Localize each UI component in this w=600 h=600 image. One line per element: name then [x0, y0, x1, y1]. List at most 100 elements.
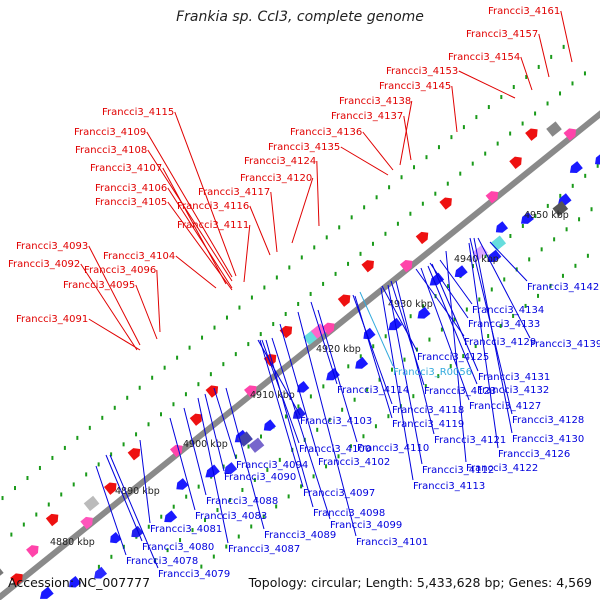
reverse-gene-label[interactable]: Francci3_4122 — [466, 463, 538, 474]
gene-glyph[interactable] — [321, 320, 338, 335]
gene-glyph[interactable] — [104, 480, 120, 495]
forward-gene-label[interactable]: Francci3_4091 — [16, 314, 88, 325]
forward-gene-label[interactable]: Francci3_4161 — [488, 6, 560, 17]
reverse-gene-label[interactable]: Francci3_4119 — [392, 419, 464, 430]
reverse-gene-label[interactable]: Francci3_4099 — [330, 520, 402, 531]
gene-glyph[interactable] — [263, 351, 280, 367]
reverse-gene-label[interactable]: Francci3_4113 — [413, 481, 485, 492]
gene-glyph[interactable] — [174, 478, 189, 493]
forward-gene-label[interactable]: Francci3_4120 — [240, 173, 312, 184]
gene-glyph[interactable] — [546, 121, 562, 137]
gene-glyph[interactable] — [485, 249, 502, 266]
gene-glyph[interactable] — [427, 272, 445, 289]
forward-gene-label[interactable]: Francci3_4105 — [95, 197, 167, 208]
reverse-gene-label[interactable]: Francci3_4123 — [424, 386, 496, 397]
rna-gene-label[interactable]: Francci3_R0056 — [393, 367, 472, 378]
gene-glyph[interactable] — [107, 532, 122, 546]
reverse-gene-label[interactable]: Francci3_4130 — [512, 434, 584, 445]
reverse-gene-label[interactable]: Francci3_4128 — [512, 415, 584, 426]
reverse-gene-label[interactable]: Francci3_4121 — [434, 435, 506, 446]
gene-glyph[interactable] — [361, 327, 376, 343]
forward-gene-label[interactable]: Francci3_4135 — [268, 142, 340, 153]
reverse-gene-label[interactable]: Francci3_4087 — [228, 544, 300, 555]
reverse-gene-label[interactable]: Francci3_4100 — [299, 444, 371, 455]
gene-glyph[interactable] — [294, 381, 310, 396]
gene-glyph[interactable] — [279, 323, 296, 339]
reverse-gene-label[interactable]: Francci3_4079 — [158, 569, 230, 580]
reverse-gene-label[interactable]: Francci3_4080 — [142, 542, 214, 553]
gene-glyph[interactable] — [127, 445, 144, 461]
gene-features[interactable] — [0, 121, 600, 600]
reverse-gene-label[interactable]: Francci3_4134 — [472, 305, 544, 316]
gene-glyph[interactable] — [399, 257, 416, 273]
gene-glyph[interactable] — [45, 511, 62, 527]
reverse-gene-label[interactable]: Francci3_4098 — [313, 508, 385, 519]
forward-gene-label[interactable]: Francci3_4154 — [448, 52, 520, 63]
forward-gene-label[interactable]: Francci3_4108 — [75, 145, 147, 156]
gene-glyph[interactable] — [0, 565, 4, 581]
gene-glyph[interactable] — [485, 188, 502, 204]
reverse-gene-label[interactable]: Francci3_4139 — [530, 339, 600, 350]
reverse-gene-label[interactable]: Francci3_4089 — [264, 530, 336, 541]
forward-gene-label[interactable]: Francci3_4157 — [466, 29, 538, 40]
gene-glyph[interactable] — [189, 411, 206, 426]
forward-gene-label[interactable]: Francci3_4117 — [198, 187, 270, 198]
forward-gene-label[interactable]: Francci3_4137 — [331, 111, 403, 122]
reverse-gene-label[interactable]: Francci3_4110 — [357, 443, 429, 454]
gene-glyph[interactable] — [221, 462, 238, 477]
forward-gene-label[interactable]: Francci3_4093 — [16, 241, 88, 252]
reverse-gene-label[interactable]: Francci3_4081 — [150, 524, 222, 535]
gene-glyph[interactable] — [552, 201, 569, 217]
gene-glyph[interactable] — [415, 229, 432, 245]
gene-glyph[interactable] — [205, 382, 222, 398]
reverse-gene-label[interactable]: Francci3_4103 — [300, 416, 372, 427]
reverse-gene-label[interactable]: Francci3_4125 — [417, 352, 489, 363]
forward-gene-label[interactable]: Francci3_4116 — [177, 201, 249, 212]
gene-glyph[interactable] — [592, 153, 600, 168]
forward-gene-label[interactable]: Francci3_4115 — [102, 107, 174, 118]
forward-gene-label[interactable]: Francci3_4145 — [379, 81, 451, 92]
reverse-gene-label[interactable]: Francci3_4127 — [469, 401, 541, 412]
gene-glyph[interactable] — [337, 292, 354, 307]
forward-gene-label[interactable]: Francci3_4111 — [177, 220, 249, 231]
gene-glyph[interactable] — [361, 257, 377, 273]
forward-gene-label[interactable]: Francci3_4106 — [95, 183, 167, 194]
forward-gene-label[interactable]: Francci3_4096 — [84, 265, 156, 276]
gene-glyph[interactable] — [66, 576, 82, 591]
forward-gene-label[interactable]: Francci3_4136 — [290, 127, 362, 138]
gene-glyph[interactable] — [80, 514, 96, 530]
forward-gene-label[interactable]: Francci3_4104 — [103, 251, 175, 262]
reverse-gene-label[interactable]: Francci3_4114 — [337, 385, 409, 396]
gene-glyph[interactable] — [452, 265, 468, 280]
gene-glyph[interactable] — [244, 382, 260, 398]
gene-glyph[interactable] — [37, 586, 54, 600]
forward-gene-label[interactable]: Francci3_4153 — [386, 66, 458, 77]
gene-glyph[interactable] — [439, 194, 455, 210]
gene-glyph[interactable] — [567, 161, 583, 176]
gene-labels[interactable]: Francci3_4161 Francci3_4157 Francci3_4154 F… — [8, 6, 600, 580]
forward-gene-label[interactable]: Francci3_4124 — [244, 156, 316, 167]
gene-glyph[interactable] — [415, 306, 431, 322]
forward-gene-label[interactable]: Francci3_4138 — [339, 96, 411, 107]
reverse-gene-label[interactable]: Francci3_4102 — [318, 457, 390, 468]
gene-glyph[interactable] — [91, 566, 108, 582]
reverse-gene-label[interactable]: Francci3_4112 — [422, 465, 494, 476]
gene-glyph[interactable] — [128, 525, 144, 541]
reverse-gene-label[interactable]: Francci3_4094 — [236, 460, 308, 471]
gene-glyph[interactable] — [248, 437, 265, 453]
forward-gene-label[interactable]: Francci3_4107 — [90, 163, 162, 174]
forward-gene-label[interactable]: Francci3_4109 — [74, 127, 146, 138]
gene-glyph[interactable] — [83, 495, 100, 512]
reverse-gene-label[interactable]: Francci3_4097 — [303, 488, 375, 499]
forward-gene-label[interactable]: Francci3_4092 — [8, 259, 80, 270]
gene-glyph[interactable] — [352, 356, 369, 372]
reverse-gene-label[interactable]: Francci3_4132 — [477, 385, 549, 396]
gene-glyph[interactable] — [10, 570, 26, 586]
reverse-gene-label[interactable]: Francci3_4088 — [206, 496, 278, 507]
gene-glyph[interactable] — [509, 154, 525, 169]
gene-glyph[interactable] — [261, 419, 276, 434]
reverse-gene-label[interactable]: Francci3_4090 — [224, 472, 296, 483]
gene-glyph[interactable] — [518, 211, 534, 227]
gene-glyph[interactable] — [490, 235, 507, 251]
gene-glyph[interactable] — [26, 542, 42, 558]
